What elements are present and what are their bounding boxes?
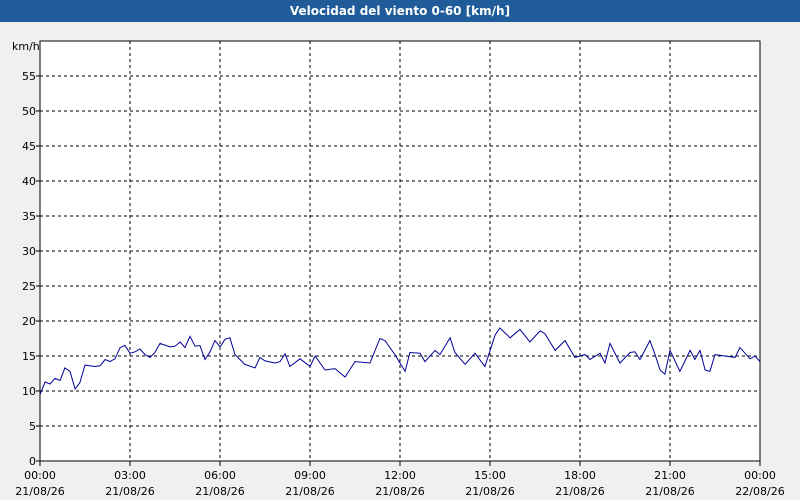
- x-tick-date: 21/08/26: [285, 485, 334, 498]
- x-tick-date: 22/08/26: [735, 485, 784, 498]
- y-tick-label: 20: [22, 315, 36, 328]
- x-tick-date: 21/08/26: [15, 485, 64, 498]
- x-tick-label: 12:00: [384, 469, 416, 482]
- x-tick-label: 09:00: [294, 469, 326, 482]
- y-tick-label: 35: [22, 210, 36, 223]
- plot-border: [39, 40, 761, 462]
- x-tick-label: 18:00: [564, 469, 596, 482]
- x-tick-date: 21/08/26: [645, 485, 694, 498]
- x-tick-label: 03:00: [114, 469, 146, 482]
- x-tick-date: 21/08/26: [555, 485, 604, 498]
- y-tick-label: 25: [22, 280, 36, 293]
- y-tick-label: 50: [22, 105, 36, 118]
- x-tick-label: 00:00: [24, 469, 56, 482]
- y-tick-label: 10: [22, 385, 36, 398]
- y-tick-label: 30: [22, 245, 36, 258]
- x-tick-label: 15:00: [474, 469, 506, 482]
- x-tick-date: 21/08/26: [195, 485, 244, 498]
- x-tick-date: 21/08/26: [105, 485, 154, 498]
- title-bar: [0, 0, 800, 22]
- x-tick-date: 21/08/26: [375, 485, 424, 498]
- y-tick-label: 5: [29, 420, 36, 433]
- y-tick-label: 15: [22, 350, 36, 363]
- x-tick-label: 06:00: [204, 469, 236, 482]
- series-line: [39, 327, 761, 395]
- y-tick-label: 40: [22, 175, 36, 188]
- x-tick-date: 21/08/26: [465, 485, 514, 498]
- y-tick-label: 55: [22, 70, 36, 83]
- y-tick-label: 0: [29, 455, 36, 468]
- y-tick-label: 45: [22, 140, 36, 153]
- x-tick-label: 00:00: [744, 469, 776, 482]
- y-unit: km/h: [12, 40, 40, 53]
- x-tick-label: 21:00: [654, 469, 686, 482]
- chart-title: Velocidad del viento 0-60 [km/h]: [290, 4, 510, 18]
